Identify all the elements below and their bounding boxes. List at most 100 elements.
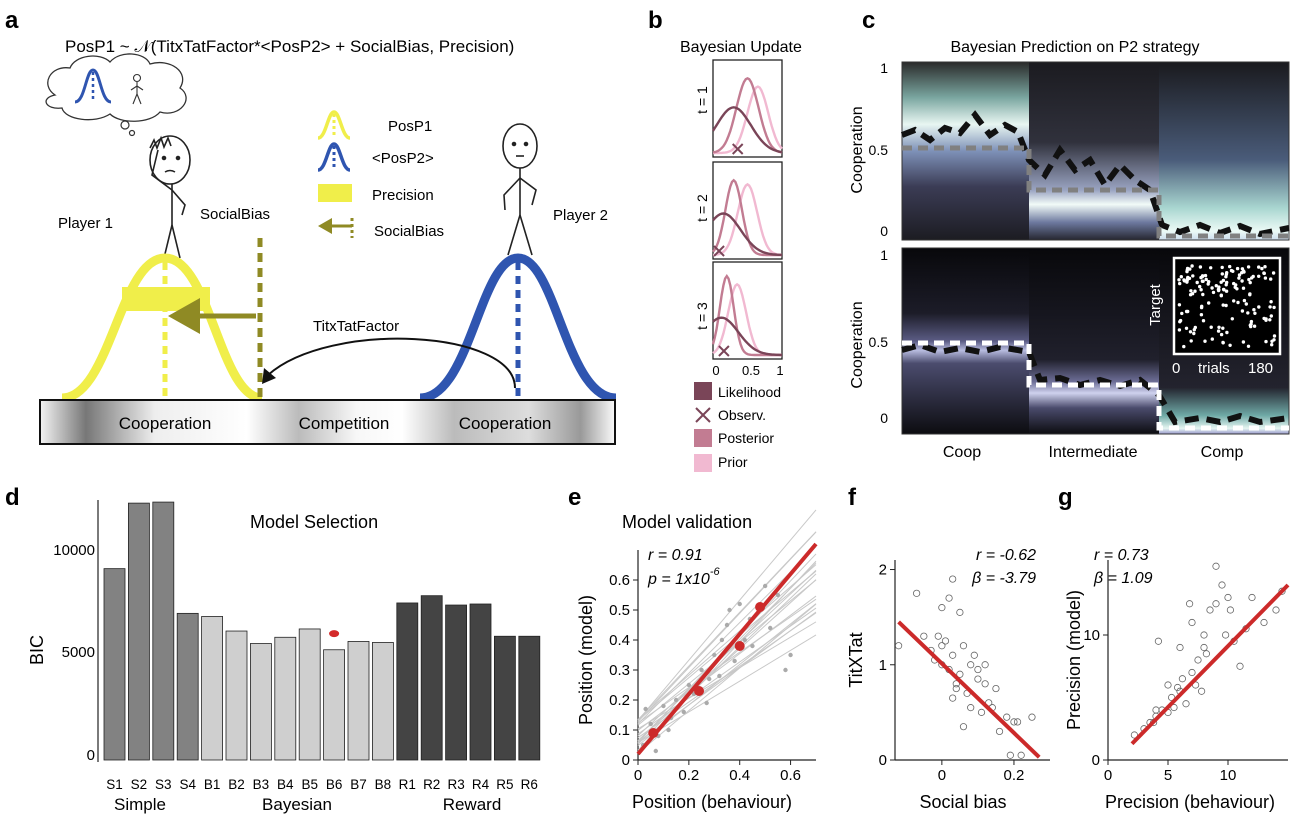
data-point [981,661,989,669]
data-point [959,723,968,731]
inset-dot [1210,337,1215,341]
c-top-ytick-1: 1 [880,60,888,76]
panel-e: Model validation 0 0.2 0.4 0.6 0 0.1 0.2 0.3 0.4… [576,509,818,812]
data-point [666,727,671,733]
c-bot-ytick-0: 0 [880,410,888,426]
inset-dot [1191,274,1195,278]
inset-dot [1189,339,1193,343]
bar-R4 [469,603,492,761]
inset-dot [1269,314,1274,318]
axis-label-cooperation-right: Cooperation [459,414,552,433]
update-box-2 [712,161,783,260]
inset-dot [1260,266,1264,271]
inset-dot [1242,270,1246,274]
data-point [1206,606,1214,614]
inset-dot [1203,273,1208,278]
inset-dot [1270,343,1274,347]
inset-dot [1224,303,1228,308]
data-point [1188,618,1196,627]
inset-dot [1193,289,1197,293]
strategy-axis-bar [39,399,616,445]
data-point [707,676,712,682]
x-tick-label: 0 [634,767,642,784]
xtick-B8: B8 [375,777,392,792]
data-point [959,642,968,650]
data-point [712,652,717,658]
inset-dot [1248,323,1253,327]
legend-prior: Prior [718,454,748,470]
observation-marker-t3-b [718,345,730,357]
data-point [981,680,989,688]
xtick-B4: B4 [277,777,294,792]
inset-dot [1201,292,1205,297]
inset-dot [1263,276,1268,280]
b-xtick-0: 0 [712,363,719,378]
inset-dot [1207,280,1211,284]
data-point [967,661,975,669]
prior-curve-t1 [713,85,783,155]
subject-fit-line [637,573,817,745]
bar-R3 [445,604,468,761]
e-xlabel: Position (behaviour) [632,792,792,812]
data-point [995,727,1004,736]
data-point [967,704,975,712]
y-tick-label: 0 [622,752,630,769]
inset-dot [1252,308,1256,312]
c-top-ylabel: Cooperation [849,106,866,193]
y-tick-label: 0.1 [609,722,630,739]
inset-dot [1217,285,1221,289]
top-heatmap-frame [901,61,1290,241]
inset-dot [1214,284,1219,288]
data-point [643,706,648,712]
data-point [952,680,960,688]
bar-S2 [127,502,150,761]
inset-dot [1229,268,1234,273]
panel-c: Bayesian Prediction on P2 strategy 1 0.5… [849,39,1290,461]
panel-letter-f: f [848,484,857,511]
inset-dot [1272,305,1276,310]
group-mean-point [734,641,745,651]
inset-dot [1224,275,1228,279]
inset-dot [1217,288,1221,292]
data-point [970,651,978,659]
observation-marker-t1-b [731,143,744,155]
legend-posterior: Posterior [718,430,774,446]
xtick-R5: R5 [496,777,513,792]
inset-dot [1225,271,1229,275]
top-observed-trace [900,110,1290,238]
inset-dot [1257,305,1261,309]
legend-prior-swatch [694,454,712,472]
inset-dot [1262,271,1267,276]
xtick-B5: B5 [301,777,318,792]
inset-dot [1272,334,1277,338]
data-point [1248,593,1256,602]
bar-B5 [298,628,321,761]
y-tick-label: 2 [879,562,887,579]
x-tick-label: 0 [938,767,946,784]
y-tick-label: 0.6 [609,572,630,589]
e-stat-r: r = 0.91 [648,547,703,564]
inset-dot [1182,279,1187,283]
data-point [945,594,953,602]
thought-cloud [45,53,187,137]
inset-dot [1220,265,1224,270]
data-point [1186,600,1194,608]
player1-label: Player 1 [58,215,113,232]
inset-dot [1263,265,1267,269]
inset-dot [1221,303,1225,307]
player1-figure [149,135,191,259]
inset-dot [1234,283,1238,287]
inset-dot [1190,292,1195,296]
data-point [717,673,722,679]
panel-letter-d: d [5,484,20,511]
bar-R1 [396,602,419,761]
inset-dot [1228,343,1232,347]
inset-dot [1186,275,1190,280]
data-point [1260,618,1268,627]
xtick-R2: R2 [423,777,440,792]
d-ytick-0: 0 [87,747,95,764]
inset-dot [1217,325,1221,329]
data-point [750,643,755,649]
inset-dot [1220,272,1225,276]
y-tick-label: 0.2 [609,692,630,709]
